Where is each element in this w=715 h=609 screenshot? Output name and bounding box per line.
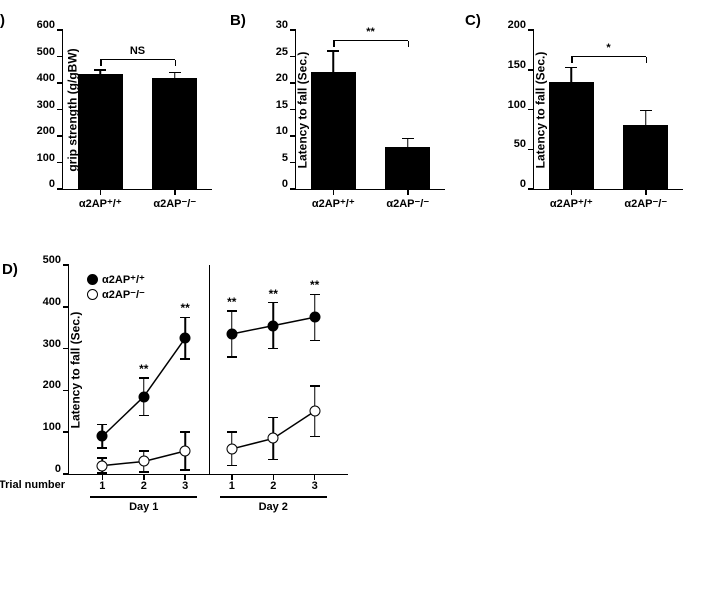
bar	[385, 147, 430, 189]
panel-c-ylabel: Latency to fall (Sec.)	[533, 51, 547, 168]
panel-a-label: )	[0, 12, 5, 29]
panel-d: D) Latency to fall (Sec.) α2AP⁺/⁺ α2AP⁻/…	[10, 265, 350, 475]
panel-b-plot: Latency to fall (Sec.) 051015202530α2AP⁺…	[295, 30, 445, 190]
panel-d-lines	[69, 265, 348, 474]
panel-c-plot: Latency to fall (Sec.) 050100150200α2AP⁺…	[533, 30, 683, 190]
panel-d-label: D)	[2, 261, 18, 278]
panel-b-label: B)	[230, 12, 246, 29]
bar	[311, 72, 356, 189]
panel-a: ) grip strength (g/gBW) 0100200300400500…	[10, 16, 220, 190]
panel-a-plot: grip strength (g/gBW) 010020030040050060…	[62, 30, 212, 190]
panel-c-label: C)	[465, 12, 481, 29]
panel-d-plot: Latency to fall (Sec.) α2AP⁺/⁺ α2AP⁻/⁻ 0…	[68, 265, 348, 475]
panel-b: B) Latency to fall (Sec.) 051015202530α2…	[240, 16, 455, 190]
panel-c: C) Latency to fall (Sec.) 050100150200α2…	[475, 16, 690, 190]
bar	[152, 78, 197, 189]
bar	[549, 82, 594, 189]
bar	[623, 125, 668, 189]
panel-b-ylabel: Latency to fall (Sec.)	[295, 51, 309, 168]
bar	[78, 74, 123, 189]
